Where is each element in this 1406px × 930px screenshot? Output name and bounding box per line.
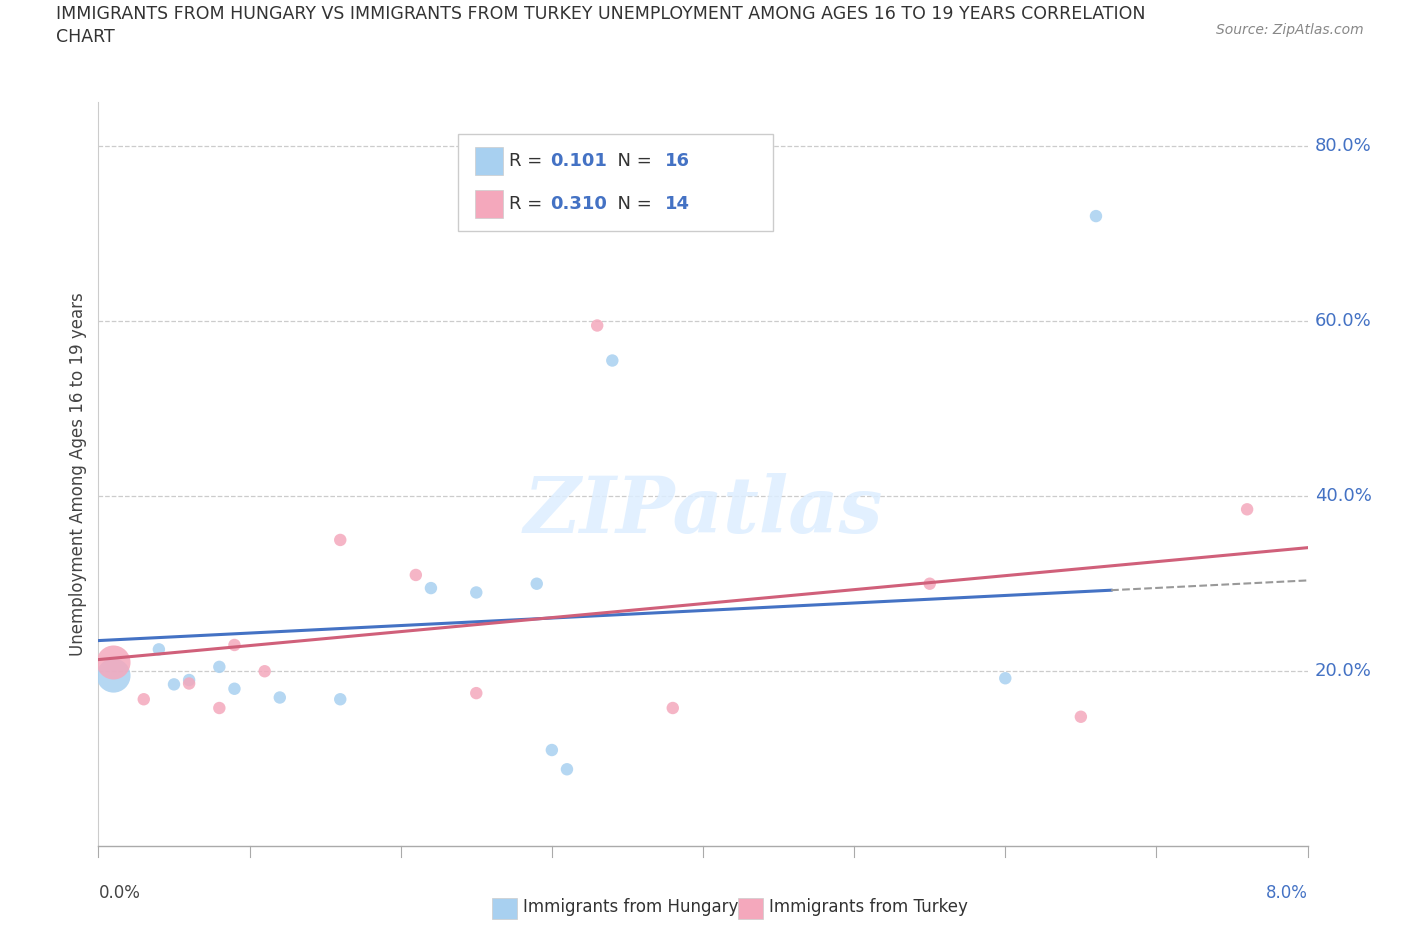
Point: [329, 692, 352, 707]
Point: [224, 638, 246, 653]
Point: [526, 577, 548, 591]
Point: [269, 690, 291, 705]
Text: 0.310: 0.310: [550, 194, 606, 213]
Point: [208, 700, 231, 715]
Text: Immigrants from Hungary: Immigrants from Hungary: [523, 897, 738, 916]
Text: R =: R =: [509, 194, 548, 213]
Point: [179, 676, 201, 691]
Text: 8.0%: 8.0%: [1265, 884, 1308, 901]
Text: 20.0%: 20.0%: [1315, 662, 1371, 680]
Point: [994, 671, 1017, 685]
Text: IMMIGRANTS FROM HUNGARY VS IMMIGRANTS FROM TURKEY UNEMPLOYMENT AMONG AGES 16 TO : IMMIGRANTS FROM HUNGARY VS IMMIGRANTS FR…: [56, 5, 1146, 22]
Point: [1236, 502, 1258, 517]
Point: [602, 353, 624, 368]
Point: [465, 685, 488, 700]
Text: R =: R =: [509, 152, 548, 170]
Text: CHART: CHART: [56, 28, 115, 46]
Text: N =: N =: [606, 152, 658, 170]
Point: [163, 677, 186, 692]
Text: ZIPatlas: ZIPatlas: [523, 473, 883, 550]
Point: [465, 585, 488, 600]
Point: [540, 742, 562, 757]
Point: [405, 567, 427, 582]
Point: [253, 664, 276, 679]
Text: 80.0%: 80.0%: [1315, 137, 1371, 155]
Point: [103, 668, 125, 683]
Y-axis label: Unemployment Among Ages 16 to 19 years: Unemployment Among Ages 16 to 19 years: [69, 292, 87, 657]
Text: 40.0%: 40.0%: [1315, 487, 1371, 505]
Point: [179, 672, 201, 687]
Text: Source: ZipAtlas.com: Source: ZipAtlas.com: [1216, 23, 1364, 37]
Text: 14: 14: [665, 194, 690, 213]
Point: [329, 533, 352, 548]
Point: [132, 692, 155, 707]
Point: [208, 659, 231, 674]
Text: 60.0%: 60.0%: [1315, 312, 1371, 330]
Point: [1085, 208, 1108, 223]
Text: 16: 16: [665, 152, 690, 170]
Text: 0.101: 0.101: [550, 152, 606, 170]
Point: [918, 577, 941, 591]
Point: [148, 642, 170, 657]
Text: Immigrants from Turkey: Immigrants from Turkey: [769, 897, 967, 916]
Text: 0.0%: 0.0%: [98, 884, 141, 901]
Text: N =: N =: [606, 194, 658, 213]
Point: [224, 682, 246, 697]
Point: [103, 655, 125, 670]
Point: [419, 580, 441, 595]
Point: [661, 700, 683, 715]
Point: [555, 762, 578, 777]
Point: [1070, 710, 1092, 724]
Point: [586, 318, 609, 333]
